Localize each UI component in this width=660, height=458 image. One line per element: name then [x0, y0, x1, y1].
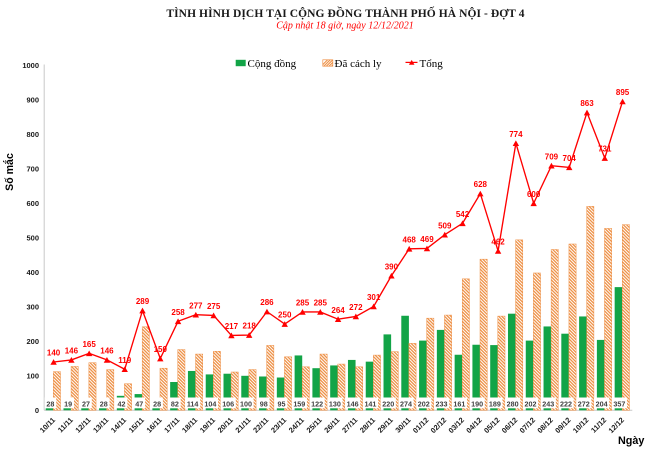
svg-text:140: 140	[47, 349, 61, 358]
svg-text:119: 119	[118, 356, 131, 365]
svg-text:98: 98	[260, 400, 268, 409]
svg-text:357: 357	[613, 400, 625, 409]
svg-text:Cộng đồng: Cộng đồng	[248, 58, 297, 70]
svg-text:Tổng: Tổng	[420, 58, 444, 70]
svg-text:95: 95	[278, 400, 286, 409]
svg-text:Cập nhật 18 giờ, ngày 12/12/20: Cập nhật 18 giờ, ngày 12/12/2021	[276, 21, 414, 32]
svg-text:189: 189	[489, 400, 501, 409]
svg-text:141: 141	[364, 400, 376, 409]
svg-text:100: 100	[240, 400, 252, 409]
svg-text:542: 542	[456, 210, 470, 219]
svg-text:600: 600	[527, 190, 541, 199]
svg-text:Số mắc: Số mắc	[3, 153, 16, 191]
svg-text:28: 28	[46, 400, 54, 409]
svg-text:900: 900	[26, 95, 39, 104]
svg-text:272: 272	[349, 303, 363, 312]
svg-text:289: 289	[136, 297, 150, 306]
svg-text:200: 200	[26, 337, 39, 346]
svg-text:106: 106	[222, 400, 234, 409]
svg-text:600: 600	[26, 199, 39, 208]
svg-text:19: 19	[64, 400, 72, 409]
svg-text:800: 800	[26, 130, 39, 139]
svg-text:47: 47	[135, 400, 143, 409]
svg-text:285: 285	[296, 299, 310, 308]
svg-text:202: 202	[418, 400, 430, 409]
svg-text:27: 27	[82, 400, 90, 409]
svg-text:165: 165	[82, 340, 96, 349]
svg-text:28: 28	[100, 400, 108, 409]
svg-text:204: 204	[596, 400, 608, 409]
svg-text:146: 146	[347, 400, 359, 409]
svg-text:TÌNH HÌNH DỊCH TẠI CỘNG ĐỒNG T: TÌNH HÌNH DỊCH TẠI CỘNG ĐỒNG THÀNH PHỐ H…	[166, 5, 524, 20]
svg-text:264: 264	[331, 306, 345, 315]
svg-text:509: 509	[438, 221, 452, 230]
svg-text:390: 390	[385, 262, 399, 271]
svg-text:161: 161	[453, 400, 465, 409]
svg-text:500: 500	[26, 233, 39, 242]
svg-text:42: 42	[118, 400, 126, 409]
svg-text:301: 301	[367, 293, 381, 302]
svg-text:280: 280	[507, 400, 519, 409]
svg-text:272: 272	[578, 400, 590, 409]
svg-text:469: 469	[420, 235, 434, 244]
svg-text:277: 277	[189, 301, 203, 310]
svg-text:400: 400	[26, 268, 39, 277]
svg-text:150: 150	[154, 345, 168, 354]
svg-text:233: 233	[436, 400, 448, 409]
svg-text:28: 28	[153, 400, 161, 409]
svg-text:202: 202	[524, 400, 536, 409]
svg-text:243: 243	[542, 400, 554, 409]
svg-text:122: 122	[311, 400, 323, 409]
svg-text:114: 114	[187, 400, 199, 409]
svg-text:258: 258	[171, 308, 185, 317]
svg-text:462: 462	[491, 237, 505, 246]
svg-text:Đã cách ly: Đã cách ly	[335, 58, 383, 70]
svg-text:468: 468	[403, 235, 417, 244]
svg-text:218: 218	[243, 322, 257, 331]
svg-text:628: 628	[474, 180, 488, 189]
svg-text:731: 731	[598, 145, 612, 154]
svg-text:774: 774	[509, 130, 523, 139]
svg-text:709: 709	[545, 152, 559, 161]
svg-text:863: 863	[580, 99, 594, 108]
svg-text:1000: 1000	[22, 61, 39, 70]
svg-text:895: 895	[616, 88, 630, 97]
svg-text:82: 82	[171, 400, 179, 409]
svg-text:100: 100	[26, 371, 39, 380]
svg-text:274: 274	[400, 400, 412, 409]
svg-text:275: 275	[207, 302, 221, 311]
svg-text:130: 130	[329, 400, 341, 409]
svg-text:0: 0	[35, 406, 39, 415]
svg-text:220: 220	[382, 400, 394, 409]
svg-text:159: 159	[293, 400, 305, 409]
svg-text:700: 700	[26, 164, 39, 173]
svg-text:Ngày: Ngày	[618, 435, 644, 447]
svg-text:704: 704	[563, 154, 577, 163]
svg-text:146: 146	[65, 347, 79, 356]
svg-text:104: 104	[204, 400, 216, 409]
svg-text:190: 190	[471, 400, 483, 409]
svg-text:285: 285	[314, 299, 328, 308]
svg-text:250: 250	[278, 311, 292, 320]
svg-text:300: 300	[26, 302, 39, 311]
svg-text:146: 146	[100, 347, 114, 356]
svg-text:217: 217	[225, 322, 239, 331]
svg-text:222: 222	[560, 400, 572, 409]
svg-text:286: 286	[260, 298, 274, 307]
